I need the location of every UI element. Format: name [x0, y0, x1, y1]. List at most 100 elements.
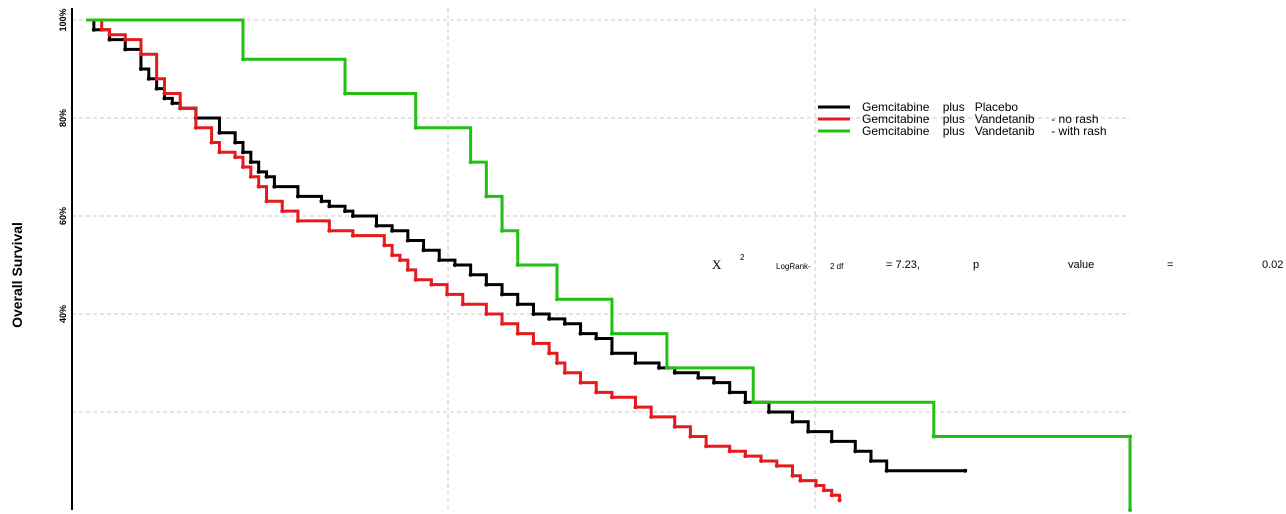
value-word: value [1068, 259, 1094, 271]
censor-mark [562, 370, 567, 375]
censor-mark [146, 76, 151, 81]
censor-mark [609, 395, 614, 400]
censor-mark [280, 209, 285, 214]
censor-mark [484, 312, 489, 316]
degrees-of-freedom: 2 df [830, 262, 844, 271]
censor-mark [123, 47, 128, 52]
censor-mark [633, 361, 638, 365]
censor-mark [421, 248, 426, 253]
censor-mark [107, 32, 112, 37]
y-tick-label: 80% [58, 109, 68, 127]
censor-mark [751, 400, 756, 405]
censor-mark [633, 405, 638, 410]
censor-mark [264, 199, 269, 204]
censor-mark [484, 194, 489, 199]
equals-sign: = [1167, 259, 1173, 271]
censor-mark [264, 174, 269, 179]
censor-mark [350, 233, 355, 238]
censor-mark [405, 238, 410, 243]
censor-mark [515, 263, 520, 267]
censor-mark [531, 312, 536, 316]
censor-mark [869, 459, 873, 463]
y-tick-label: 40% [58, 305, 68, 323]
censor-mark [657, 365, 662, 370]
censor-mark [413, 277, 418, 282]
censor-mark [162, 96, 167, 101]
censor-mark [413, 125, 418, 130]
censor-mark [672, 424, 677, 429]
censor-mark [594, 390, 599, 395]
censor-mark [578, 331, 583, 336]
censor-mark [178, 106, 183, 111]
censor-mark [837, 498, 842, 503]
censor-mark [555, 297, 559, 302]
censor-mark [248, 174, 253, 179]
chi-symbol: X [712, 257, 722, 272]
censor-mark [241, 57, 245, 62]
censor-mark [107, 37, 112, 42]
censor-mark [241, 150, 245, 155]
censor-mark [500, 292, 505, 297]
censor-mark [327, 204, 332, 209]
censor-mark [484, 282, 489, 287]
censor-mark [390, 228, 395, 233]
censor-mark [963, 468, 968, 473]
censor-mark [853, 449, 858, 454]
censor-mark [515, 302, 520, 307]
y-tick-labels: 100% 80% 60% 40% [58, 8, 68, 323]
censor-mark [688, 434, 693, 439]
censor-mark [256, 169, 261, 174]
censor-mark [555, 361, 559, 365]
censor-mark [806, 429, 811, 434]
censor-mark [468, 160, 473, 165]
series-1 [86, 18, 968, 473]
survival-curve [86, 18, 1132, 510]
censor-mark [500, 228, 505, 233]
censor-mark [217, 150, 222, 155]
censor-mark [1128, 508, 1133, 512]
censor-mark [233, 140, 238, 145]
censor-mark [327, 228, 332, 233]
series-2 [86, 18, 842, 503]
censor-mark [649, 414, 654, 419]
censor-mark [515, 331, 520, 336]
censor-mark [609, 351, 614, 356]
censor-mark [460, 302, 465, 307]
censor-mark [609, 331, 614, 336]
censor-mark [672, 370, 677, 375]
censor-mark [774, 463, 779, 468]
censor-mark [547, 351, 552, 356]
censor-mark [696, 375, 701, 380]
censor-mark [759, 459, 764, 463]
censor-mark [241, 165, 245, 169]
censor-mark [138, 67, 143, 71]
y-tick-label: 100% [58, 8, 68, 31]
censor-mark [884, 468, 889, 473]
censor-mark [531, 341, 536, 346]
censor-mark [295, 194, 300, 199]
series-3 [86, 18, 1133, 512]
y-tick-label: 60% [58, 207, 68, 225]
censor-mark [390, 253, 395, 258]
censor-mark [790, 419, 795, 424]
censor-mark [743, 454, 748, 459]
censor-mark [704, 444, 709, 449]
censor-mark [578, 380, 583, 385]
censor-mark [162, 91, 167, 96]
series-lines [86, 18, 1133, 512]
censor-mark [562, 321, 567, 326]
statistic-value: = 7.23, [886, 259, 920, 271]
censor-mark [91, 27, 96, 32]
censor-mark [248, 160, 253, 165]
censor-mark [99, 27, 104, 32]
censor-mark [452, 263, 457, 267]
chi-power: 2 [740, 253, 745, 262]
censor-mark [374, 223, 379, 228]
censor-mark [766, 410, 771, 414]
logrank-annotation: X 2 LogRank- 2 df = 7.23, p value = 0.02 [712, 253, 1283, 272]
legend-label: Gemcitabine plus Vandetanib - with rash [862, 124, 1107, 138]
censor-mark [931, 434, 936, 439]
censor-mark [664, 365, 669, 370]
gridlines [72, 8, 1130, 510]
